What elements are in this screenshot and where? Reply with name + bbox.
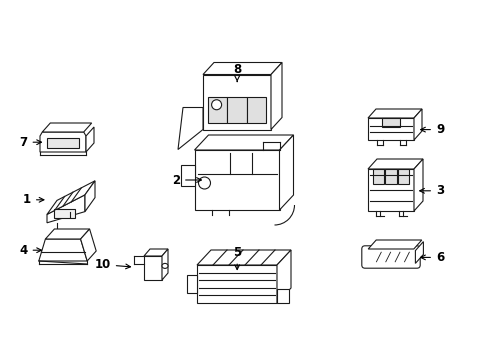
Polygon shape [276,250,290,303]
Polygon shape [367,109,421,118]
Polygon shape [276,289,288,303]
Polygon shape [143,249,168,256]
Polygon shape [208,96,227,123]
Polygon shape [413,159,422,211]
Text: 2: 2 [172,174,201,186]
Polygon shape [398,169,408,184]
Ellipse shape [162,264,168,269]
Text: 6: 6 [420,251,443,264]
Polygon shape [413,109,421,140]
Polygon shape [47,181,95,215]
Text: 4: 4 [20,244,41,257]
Polygon shape [86,127,94,152]
Polygon shape [197,265,276,303]
Ellipse shape [211,100,221,110]
Polygon shape [227,96,246,123]
Polygon shape [178,108,203,149]
Polygon shape [372,169,383,184]
Polygon shape [47,195,85,223]
Polygon shape [186,275,197,293]
Polygon shape [54,209,74,218]
Polygon shape [143,256,162,280]
Polygon shape [180,165,194,186]
Polygon shape [39,239,87,261]
Polygon shape [367,159,422,169]
Polygon shape [367,118,413,140]
Polygon shape [194,135,293,150]
Text: 9: 9 [420,123,443,136]
Polygon shape [270,63,282,130]
Polygon shape [279,135,293,210]
Polygon shape [203,63,282,75]
Ellipse shape [198,177,210,189]
Text: 3: 3 [419,184,443,197]
Text: 5: 5 [233,246,241,270]
Polygon shape [385,169,396,184]
Polygon shape [162,249,168,280]
Text: 7: 7 [20,136,41,149]
Polygon shape [85,181,95,212]
Polygon shape [47,138,79,148]
Text: 8: 8 [233,63,241,82]
Polygon shape [81,229,96,261]
Polygon shape [381,118,399,127]
Text: 10: 10 [94,258,130,271]
Polygon shape [45,229,89,239]
Polygon shape [246,96,265,123]
Polygon shape [40,132,86,152]
Polygon shape [203,75,270,130]
Polygon shape [42,123,92,132]
FancyBboxPatch shape [361,246,419,268]
Polygon shape [194,150,279,210]
Polygon shape [367,169,413,211]
Polygon shape [367,240,421,249]
Polygon shape [197,250,290,265]
Polygon shape [414,242,423,264]
Text: 1: 1 [23,193,44,206]
